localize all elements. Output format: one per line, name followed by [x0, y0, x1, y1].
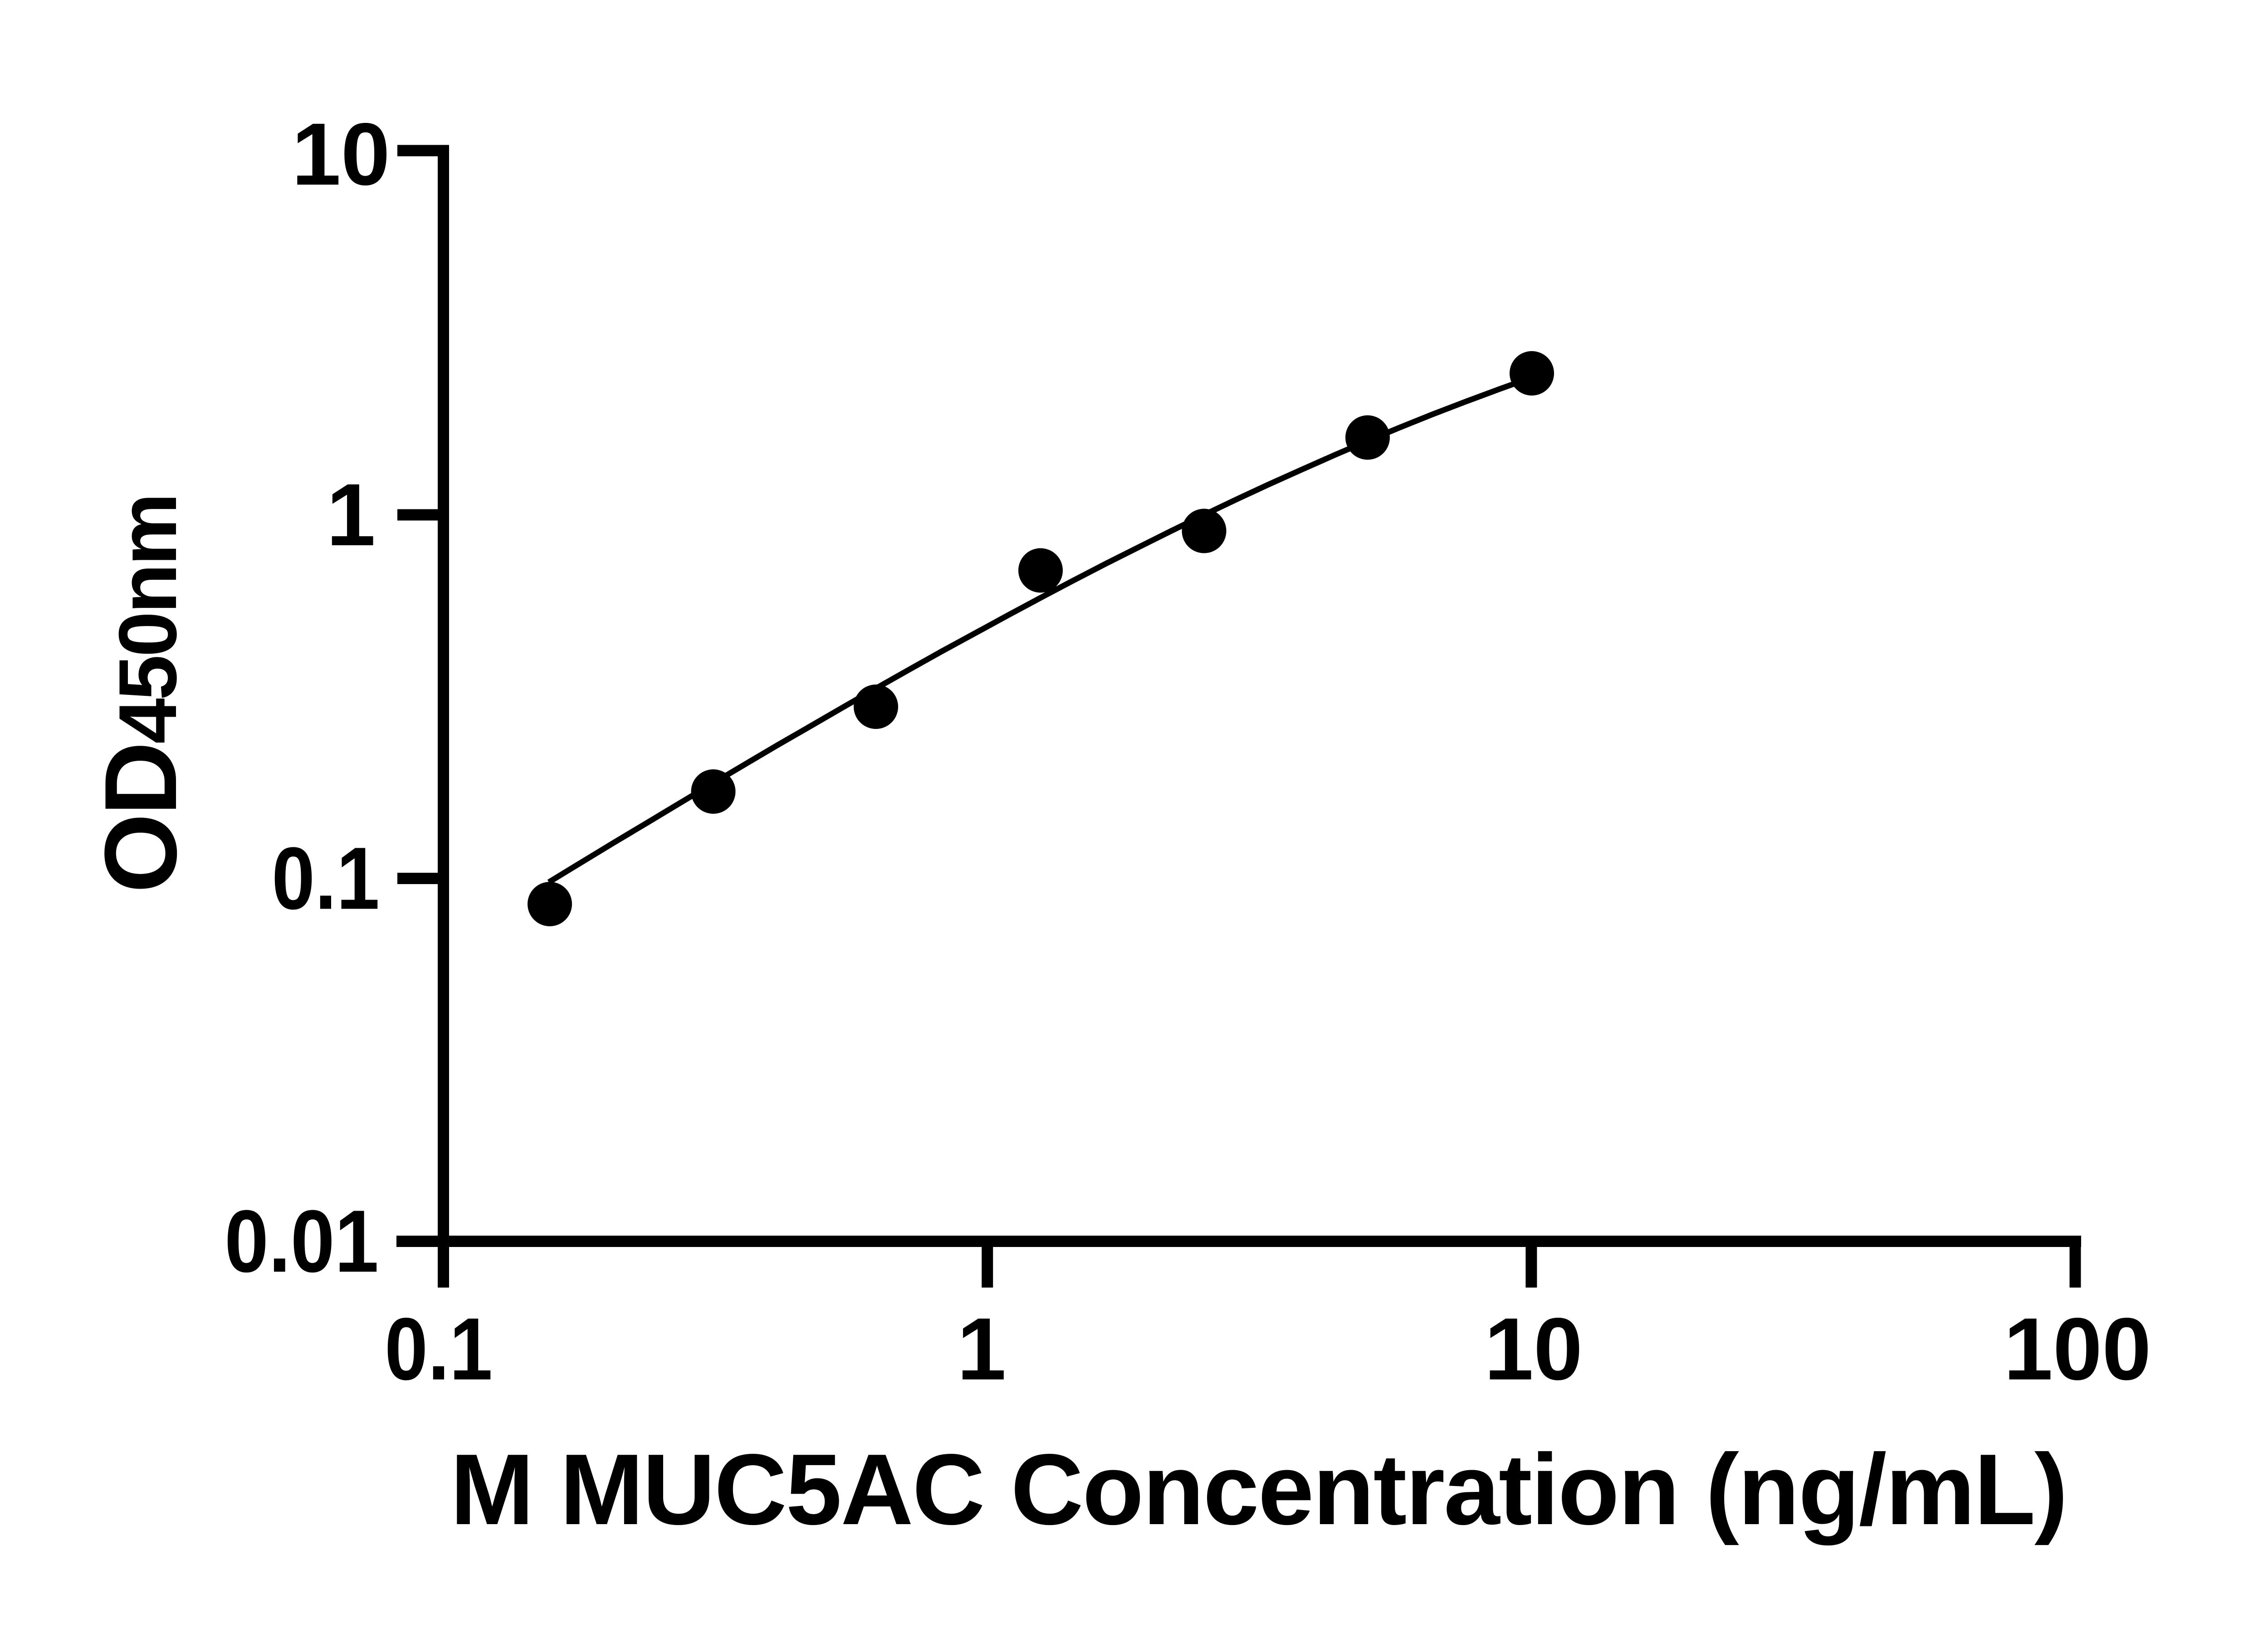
svg-text:1: 1: [327, 465, 376, 564]
svg-text:10: 10: [1484, 1300, 1583, 1398]
svg-text:0.1: 0.1: [385, 1300, 493, 1398]
svg-text:0.01: 0.01: [225, 1192, 379, 1291]
svg-text:1: 1: [957, 1300, 1006, 1398]
svg-text:0.1: 0.1: [272, 829, 380, 928]
svg-text:M MUC5AC Concentration (ng/mL): M MUC5AC Concentration (ng/mL): [450, 1433, 2067, 1546]
svg-text:OD450nm: OD450nm: [83, 495, 198, 893]
svg-text:10: 10: [292, 105, 390, 204]
svg-text:100: 100: [2004, 1300, 2151, 1398]
